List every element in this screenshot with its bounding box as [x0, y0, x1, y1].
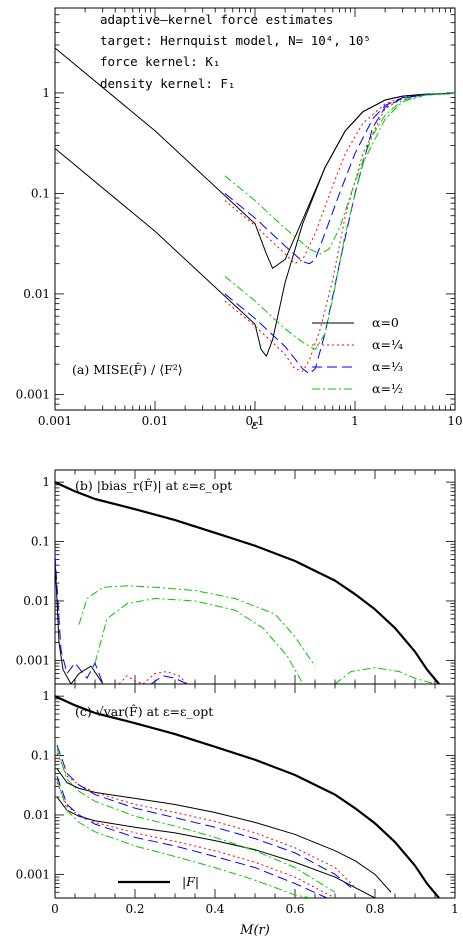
panel-a-ticks — [54, 7, 456, 411]
info-line-1: adaptive–kernel force estimates — [100, 12, 333, 27]
y-tick-label: 0.1 — [31, 186, 50, 200]
series-line-b-5 — [55, 554, 104, 684]
series-line-c-2 — [56, 796, 376, 898]
y-tick-label: 0.01 — [23, 287, 50, 301]
y-tick-label: 0.001 — [16, 653, 50, 667]
series-line-c-8 — [56, 779, 312, 898]
x-tick-label: 0 — [51, 902, 59, 916]
x-tick-label: 10 — [447, 414, 462, 428]
series-line-b-3 — [334, 667, 436, 684]
panel-a: 0.001 0.01 0.1 1 0.001 0.01 0.1 1 10 adaptive–ke… — [16, 7, 463, 433]
x-tick-label: 0.4 — [205, 902, 224, 916]
panel-c-ticks — [54, 684, 456, 899]
panel-c-label: (c) √var(F̂) at ε=ε_opt — [75, 704, 213, 719]
series-line-c-3 — [56, 752, 356, 888]
x-tick-label: 1 — [351, 414, 359, 428]
info-line-4: density kernel: F₁ — [100, 76, 235, 91]
panel-c-series — [55, 695, 440, 898]
series-line-a-3 — [224, 92, 455, 372]
legend-label-abs-f: |F| — [182, 874, 199, 889]
series-line-c-1 — [56, 768, 392, 893]
panel-b-frame — [54, 469, 456, 685]
panel-a-xlabel: ε — [252, 418, 259, 433]
legend-label-alpha-half: α=½ — [372, 381, 403, 396]
x-tick-label: 0.01 — [142, 414, 169, 428]
series-line-b-1 — [78, 585, 316, 667]
y-tick-label: 0.01 — [23, 594, 50, 608]
y-tick-label: 0.1 — [31, 535, 50, 549]
y-tick-label: 0.001 — [16, 867, 50, 881]
series-line-b-0 — [55, 481, 440, 684]
x-tick-label: 0.2 — [125, 902, 144, 916]
panel-a-tick-labels: 0.001 0.01 0.1 1 0.001 0.01 0.1 1 10 — [16, 86, 463, 428]
series-line-a-1 — [55, 92, 455, 357]
series-line-c-7 — [56, 748, 336, 893]
panel-b-ticks — [54, 470, 456, 685]
series-line-a-5 — [224, 92, 455, 375]
x-tick-label: 0.1 — [245, 414, 264, 428]
y-tick-label: 1 — [42, 475, 50, 489]
series-line-b-6 — [118, 675, 144, 684]
y-tick-label: 0.01 — [23, 808, 50, 822]
series-line-c-0 — [55, 695, 440, 898]
series-line-a-4 — [224, 92, 455, 265]
panel-b: 0.001 0.01 0.1 1 (b) |bias_r(F̂)| at ε=ε_op… — [16, 469, 456, 685]
series-line-a-2 — [224, 92, 455, 265]
series-line-b-7 — [142, 670, 188, 684]
panel-a-series — [55, 47, 455, 375]
panel-b-tick-labels: 0.001 0.01 0.1 1 — [16, 475, 50, 667]
x-tick-label: 0.6 — [285, 902, 304, 916]
panel-c-xlabel: M(r) — [239, 923, 270, 938]
x-tick-label: 0.001 — [38, 414, 72, 428]
info-line-2: target: Hernquist model, N= 10⁴, 10⁵ — [100, 33, 371, 48]
panel-a-label: (a) MISE(F̂) / ⟨F²⟩ — [72, 362, 183, 377]
legend-label-alpha-0: α=0 — [372, 315, 399, 330]
series-line-c-5 — [56, 744, 352, 888]
x-tick-label: 1 — [451, 902, 459, 916]
panel-b-label: (b) |bias_r(F̂)| at ε=ε_opt — [75, 478, 232, 493]
x-tick-label: 0.8 — [365, 902, 384, 916]
legend-label-alpha-third: α=⅓ — [372, 359, 403, 374]
series-line-b-4 — [55, 559, 104, 684]
panel-b-series — [55, 481, 440, 684]
y-tick-label: 0.001 — [16, 387, 50, 401]
series-line-b-2 — [94, 597, 304, 684]
series-line-b-8 — [150, 675, 188, 684]
series-line-c-6 — [56, 775, 328, 898]
y-tick-label: 0.1 — [31, 749, 50, 763]
y-tick-label: 1 — [42, 86, 50, 100]
legend-label-alpha-quarter: α=¼ — [372, 337, 403, 352]
panel-c-tick-labels: 0.001 0.01 0.1 1 0 0.2 0.4 0.6 0.8 1 — [16, 689, 459, 916]
info-line-3: force kernel: K₁ — [100, 54, 220, 69]
series-line-a-7 — [224, 92, 455, 350]
panel-c: 0.001 0.01 0.1 1 0 0.2 0.4 0.6 0.8 1 (c) √var(F̂)… — [16, 683, 459, 938]
y-tick-label: 1 — [42, 689, 50, 703]
panel-a-legend: α=0 α=¼ α=⅓ α=½ — [312, 315, 403, 396]
